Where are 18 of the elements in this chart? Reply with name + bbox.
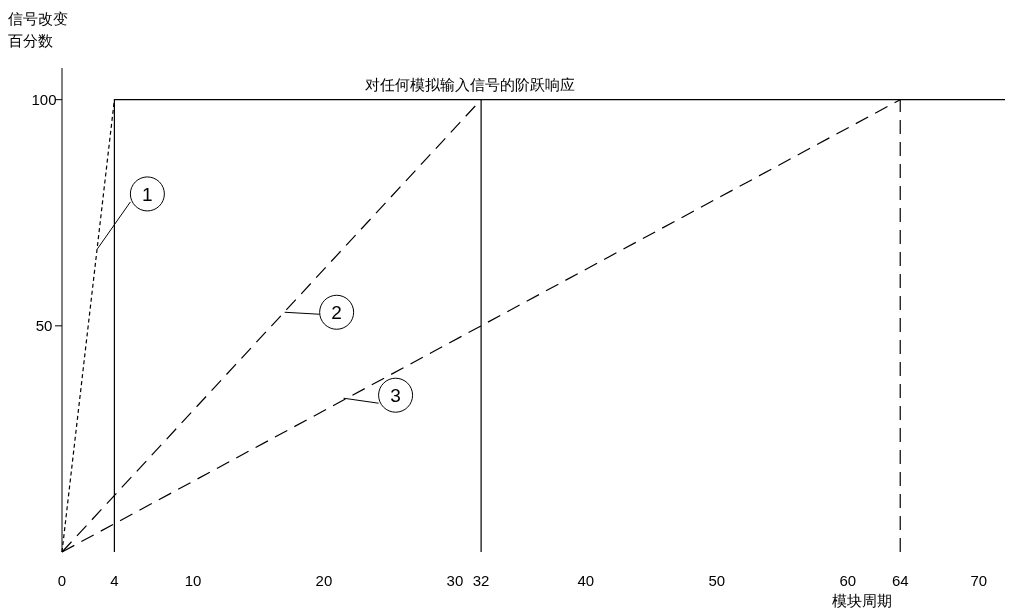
annotation: 3: [390, 385, 401, 407]
x-tick-label: 30: [446, 572, 464, 589]
x-tick-label: 32: [472, 572, 490, 589]
x-tick-label: 70: [970, 572, 988, 589]
x-tick-label: 10: [184, 572, 202, 589]
x-tick-label: 4: [110, 572, 119, 589]
x-tick-label: 60: [839, 572, 857, 589]
x-axis-title: 模块周期: [832, 592, 892, 609]
x-tick-label: 50: [708, 572, 726, 589]
annotation: 2: [331, 302, 342, 324]
x-tick-label: 0: [57, 572, 67, 589]
x-tick-label: 64: [891, 572, 909, 589]
y-tick-label: 100: [31, 90, 57, 108]
y-axis-title: 信号改变百分数: [8, 10, 68, 49]
x-tick-label: 40: [577, 572, 595, 589]
x-tick-label: 20: [315, 572, 333, 589]
annotation: 1: [142, 183, 153, 205]
text: 对任何模拟输入信号的阶跃响应: [365, 76, 575, 93]
